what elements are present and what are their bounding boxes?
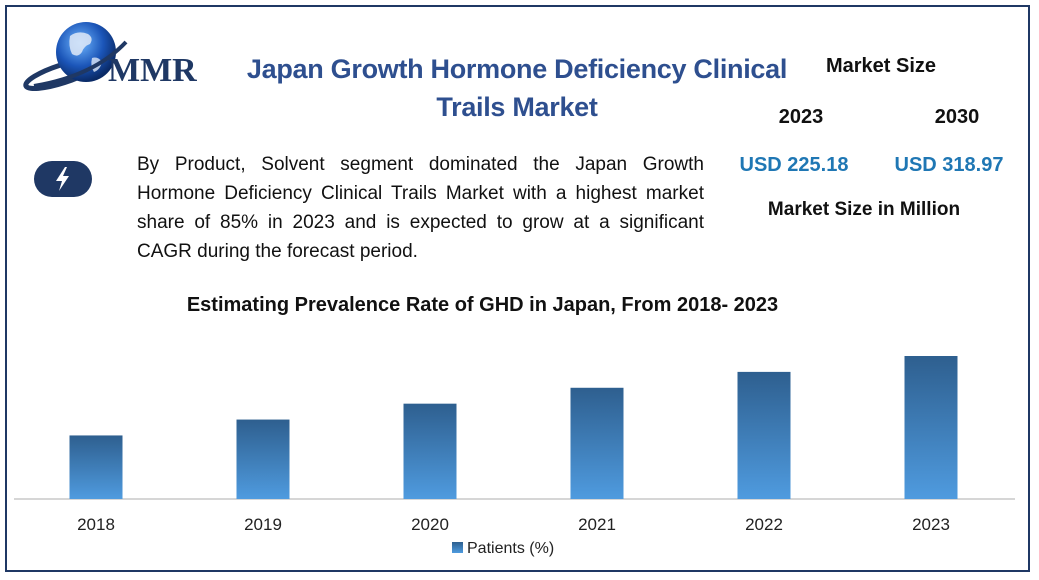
legend-label: Patients (%)	[467, 540, 554, 557]
globe-icon: MMR	[23, 22, 197, 92]
bar-2021	[570, 387, 624, 499]
bar-2018	[69, 435, 123, 499]
mmr-logo: MMR	[20, 14, 215, 94]
market-size-label: Market Size	[825, 55, 937, 77]
x-tick-2018: 2018	[77, 515, 115, 534]
legend-swatch	[452, 542, 463, 553]
x-tick-2021: 2021	[578, 515, 616, 534]
x-tick-2022: 2022	[745, 515, 783, 534]
bar-2019	[236, 419, 290, 499]
market-year-start: 2023	[778, 106, 824, 128]
chart-title: Estimating Prevalence Rate of GHD in Jap…	[186, 294, 779, 316]
market-year-end: 2030	[934, 106, 980, 128]
bar-2020	[403, 403, 457, 499]
market-value-end: USD 318.97	[894, 154, 1004, 176]
infographic-frame	[5, 5, 1030, 572]
page-title: Japan Growth Hormone Deficiency Clinical…	[246, 54, 788, 122]
market-size-unit: Market Size in Million	[767, 199, 961, 220]
market-value-start: USD 225.18	[739, 154, 849, 176]
x-tick-2019: 2019	[244, 515, 282, 534]
description-badge	[34, 161, 92, 197]
bar-2022	[737, 371, 791, 499]
chart-legend: Patients (%)	[452, 540, 554, 557]
bar-chart: 2018 2019 2020 2021 2022 2023 Patients (%)	[14, 356, 1015, 557]
x-tick-2023: 2023	[912, 515, 950, 534]
description-text: By Product, Solvent segment dominated th…	[137, 154, 704, 262]
logo-text: MMR	[108, 52, 197, 89]
x-tick-2020: 2020	[411, 515, 449, 534]
lightning-icon	[56, 167, 69, 191]
bar-2023	[904, 356, 958, 499]
